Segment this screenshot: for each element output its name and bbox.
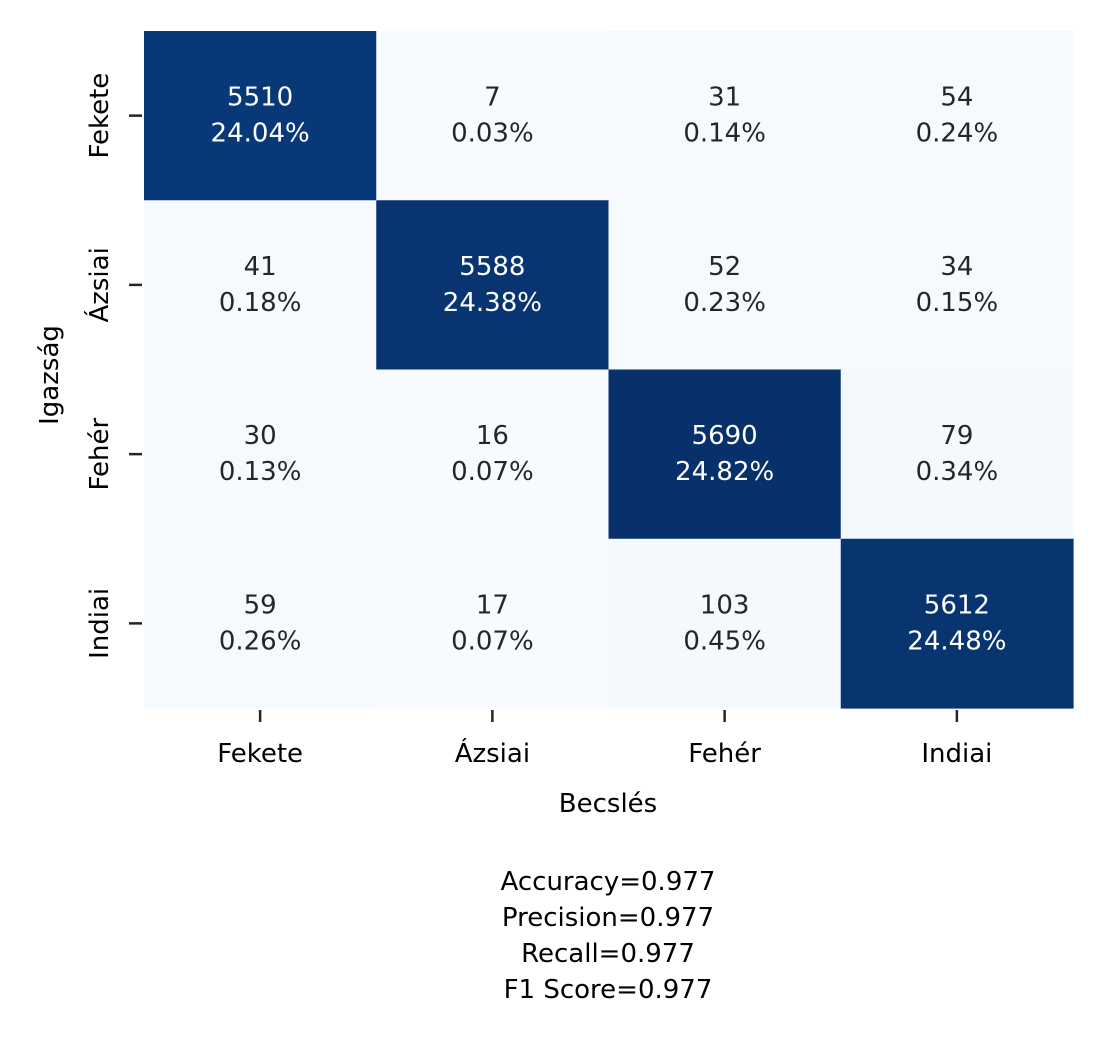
heatmap-cells	[144, 31, 1074, 709]
cell-percent-label: 0.18%	[219, 288, 302, 318]
heatmap-cell	[376, 31, 610, 201]
y-tick-label: Ázsiai	[83, 247, 115, 322]
cell-percent-label: 24.82%	[675, 457, 774, 487]
cell-count-label: 79	[940, 421, 973, 451]
heatmap-cell	[608, 31, 842, 201]
heatmap-cell	[840, 200, 1074, 371]
heatmap-cell	[840, 31, 1074, 201]
y-tick-label: Indiai	[85, 588, 115, 659]
cell-percent-label: 0.24%	[916, 119, 999, 149]
metric-line: Precision=0.977	[502, 903, 714, 933]
cell-count-label: 17	[476, 590, 509, 620]
cell-percent-label: 0.26%	[219, 626, 302, 656]
cell-percent-label: 24.04%	[211, 119, 310, 149]
cell-percent-label: 24.48%	[907, 626, 1006, 656]
heatmap-cell-labels: 5510 24.04% 7 0.03% 31 0.14% 54 0.24% 41 0.18% 558…	[211, 83, 1007, 657]
cell-percent-label: 0.34%	[916, 457, 999, 487]
cell-count-label: 41	[244, 252, 277, 282]
y-tick-label: Fekete	[85, 73, 115, 159]
cell-count-label: 5510	[227, 83, 293, 113]
cell-percent-label: 0.13%	[219, 457, 302, 487]
y-tick-label: Fehér	[85, 417, 115, 490]
x-tick-label: Fehér	[688, 739, 761, 769]
y-axis-ticks: Fekete Ázsiai Fehér Indiai	[83, 73, 142, 659]
heatmap-cell	[144, 31, 377, 201]
y-axis-label: Igazság	[35, 325, 65, 425]
cell-count-label: 5612	[924, 590, 990, 620]
heatmap-cell	[608, 369, 842, 540]
heatmap-cell	[376, 538, 610, 709]
cell-count-label: 103	[700, 590, 750, 620]
metric-line: F1 Score=0.977	[504, 975, 713, 1005]
cell-percent-label: 0.15%	[916, 288, 999, 318]
heatmap-cell	[608, 538, 842, 709]
x-axis-ticks: Fekete Ázsiai Fehér Indiai	[217, 710, 992, 769]
x-tick-label: Fekete	[217, 739, 303, 769]
metrics-summary: Accuracy=0.977 Precision=0.977 Recall=0.97…	[501, 867, 716, 1005]
heatmap-cell	[840, 369, 1074, 540]
cell-count-label: 5588	[459, 252, 525, 282]
cell-percent-label: 0.14%	[683, 119, 766, 149]
cell-percent-label: 0.45%	[683, 626, 766, 656]
cell-count-label: 30	[244, 421, 277, 451]
heatmap-cell	[144, 200, 377, 371]
cell-count-label: 54	[940, 83, 973, 113]
heatmap-cell	[840, 538, 1074, 709]
cell-count-label: 16	[476, 421, 509, 451]
cell-percent-label: 24.38%	[443, 288, 542, 318]
x-tick-label: Ázsiai	[455, 737, 530, 769]
cell-percent-label: 0.07%	[451, 457, 534, 487]
x-axis-label: Becslés	[559, 789, 657, 819]
metric-line: Recall=0.977	[521, 939, 695, 969]
heatmap-cell	[144, 538, 377, 709]
cell-percent-label: 0.07%	[451, 626, 534, 656]
cell-count-label: 5690	[692, 421, 758, 451]
cell-count-label: 34	[940, 252, 973, 282]
cell-count-label: 7	[484, 83, 501, 113]
cell-count-label: 59	[244, 590, 277, 620]
heatmap-cell	[376, 369, 610, 540]
heatmap-cell	[608, 200, 842, 371]
metric-line: Accuracy=0.977	[501, 867, 716, 897]
heatmap-cell	[376, 200, 610, 371]
cell-percent-label: 0.03%	[451, 119, 534, 149]
cell-count-label: 52	[708, 252, 741, 282]
x-tick-label: Indiai	[921, 739, 992, 769]
cell-count-label: 31	[708, 83, 741, 113]
cell-percent-label: 0.23%	[683, 288, 766, 318]
heatmap-cell	[144, 369, 377, 540]
